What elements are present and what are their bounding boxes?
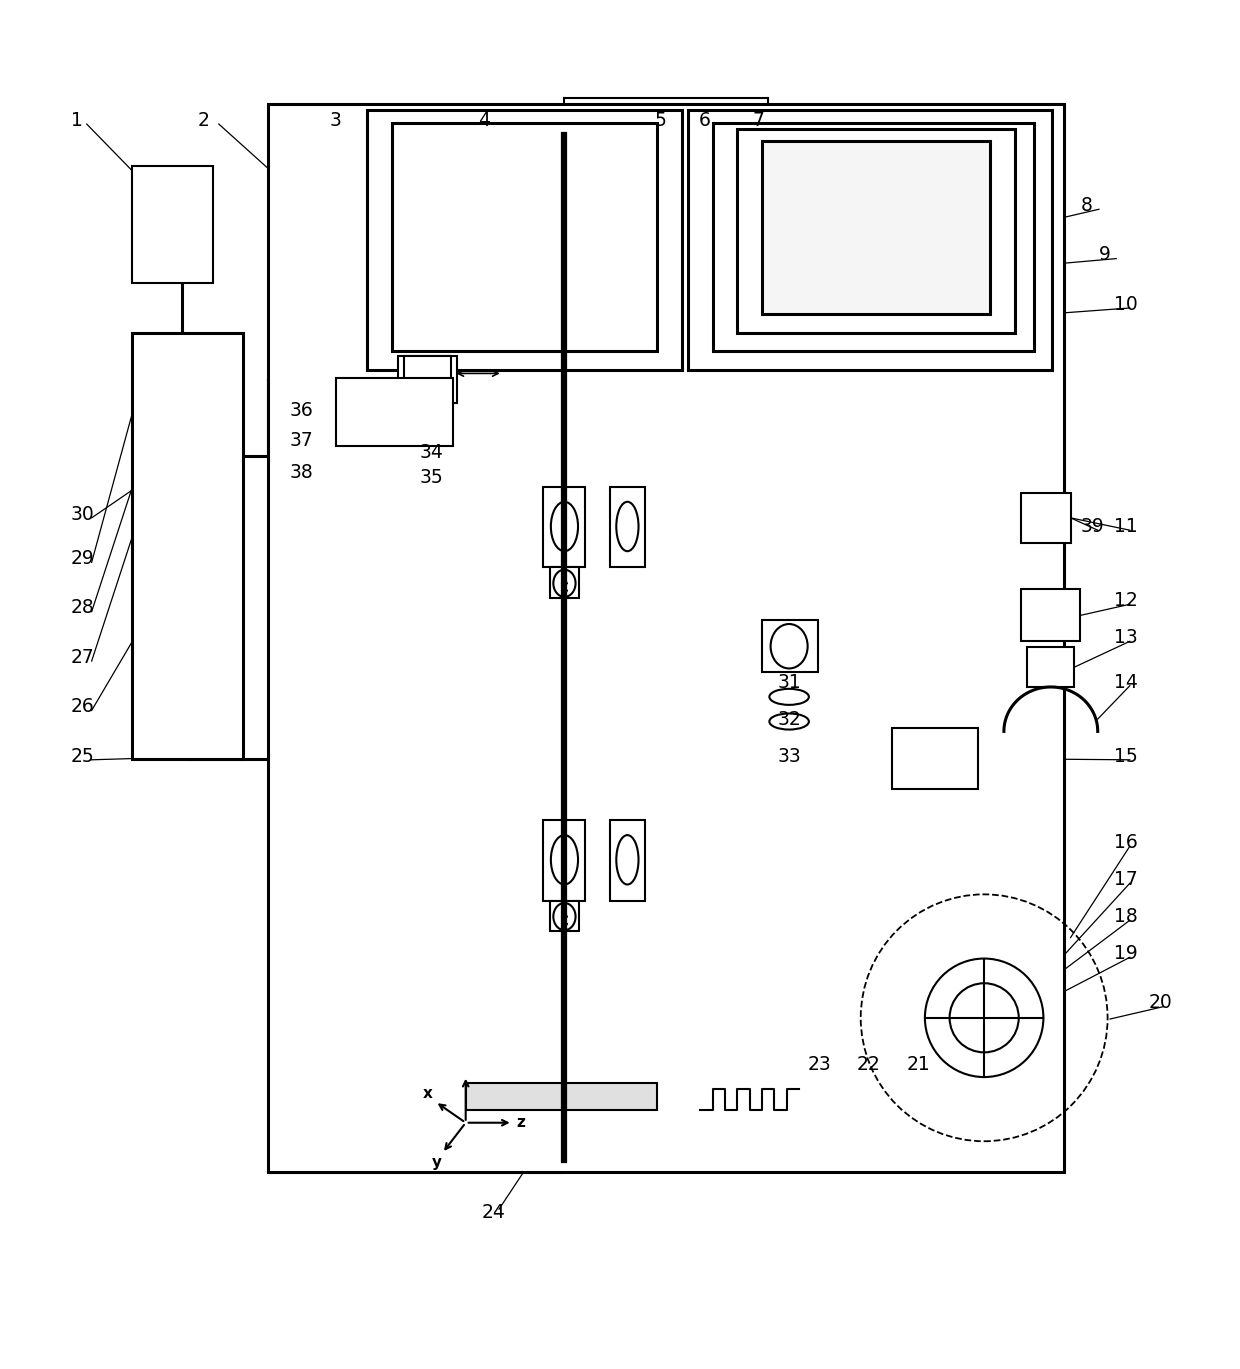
Text: 17: 17	[1114, 871, 1137, 888]
Bar	[543, 487, 585, 567]
Bar	[392, 123, 657, 352]
Text: 29: 29	[71, 549, 94, 568]
Text: 15: 15	[1114, 746, 1137, 765]
Bar	[336, 378, 454, 446]
Text: z: z	[517, 1116, 526, 1131]
Bar	[543, 820, 585, 901]
Text: 3: 3	[330, 111, 342, 130]
Text: 4: 4	[479, 111, 490, 130]
Bar	[1028, 648, 1074, 687]
Bar	[738, 129, 1016, 333]
Text: 12: 12	[1114, 591, 1137, 611]
Text: 1: 1	[71, 111, 83, 130]
Text: 11: 11	[1114, 517, 1137, 537]
Text: 26: 26	[71, 697, 94, 716]
Text: 31: 31	[777, 672, 802, 691]
Text: 9: 9	[1099, 245, 1111, 264]
Text: 32: 32	[777, 709, 802, 728]
Bar	[549, 901, 579, 931]
Bar	[404, 356, 451, 390]
Bar	[1022, 493, 1070, 542]
Ellipse shape	[551, 835, 578, 884]
Text: 19: 19	[1114, 945, 1137, 964]
Bar	[761, 620, 817, 672]
Text: 6: 6	[699, 111, 711, 130]
Text: 25: 25	[71, 746, 94, 765]
Text: 39: 39	[1080, 517, 1104, 537]
Bar	[466, 1083, 657, 1110]
Text: 38: 38	[289, 463, 312, 482]
Ellipse shape	[616, 502, 639, 552]
Text: 33: 33	[777, 746, 802, 765]
Ellipse shape	[553, 904, 575, 930]
Text: 27: 27	[71, 648, 94, 667]
Text: 5: 5	[655, 111, 666, 130]
Text: 13: 13	[1114, 628, 1137, 648]
Text: 18: 18	[1114, 908, 1137, 925]
Bar	[398, 356, 458, 402]
Text: 10: 10	[1114, 294, 1137, 314]
Text: 34: 34	[420, 444, 444, 461]
Ellipse shape	[770, 624, 807, 668]
Text: 23: 23	[807, 1055, 831, 1075]
Text: 37: 37	[289, 431, 312, 449]
Text: 8: 8	[1080, 196, 1092, 215]
Bar	[892, 728, 978, 790]
Text: 24: 24	[482, 1203, 506, 1223]
Bar	[688, 111, 1052, 370]
Text: 21: 21	[906, 1055, 930, 1075]
Text: 7: 7	[753, 111, 764, 130]
Text: 22: 22	[857, 1055, 880, 1075]
Text: 35: 35	[420, 468, 444, 486]
Bar	[713, 123, 1033, 352]
Bar	[761, 141, 991, 314]
Bar	[367, 111, 682, 370]
Circle shape	[925, 958, 1043, 1077]
Ellipse shape	[553, 570, 575, 597]
Text: 36: 36	[289, 401, 312, 420]
Ellipse shape	[616, 835, 639, 884]
Text: 14: 14	[1114, 672, 1137, 691]
Text: 30: 30	[71, 505, 94, 524]
Bar	[133, 166, 212, 283]
Ellipse shape	[551, 502, 578, 552]
Bar	[549, 567, 579, 598]
Bar	[610, 820, 645, 901]
Text: 28: 28	[71, 598, 94, 617]
Ellipse shape	[769, 689, 808, 705]
Bar	[268, 104, 1064, 1172]
Text: 2: 2	[198, 111, 210, 130]
Text: 20: 20	[1148, 994, 1172, 1013]
Bar	[610, 487, 645, 567]
Text: 16: 16	[1114, 832, 1137, 852]
Text: y: y	[432, 1155, 441, 1170]
Text: x: x	[423, 1086, 433, 1101]
Bar	[133, 333, 243, 758]
Bar	[1022, 590, 1080, 641]
